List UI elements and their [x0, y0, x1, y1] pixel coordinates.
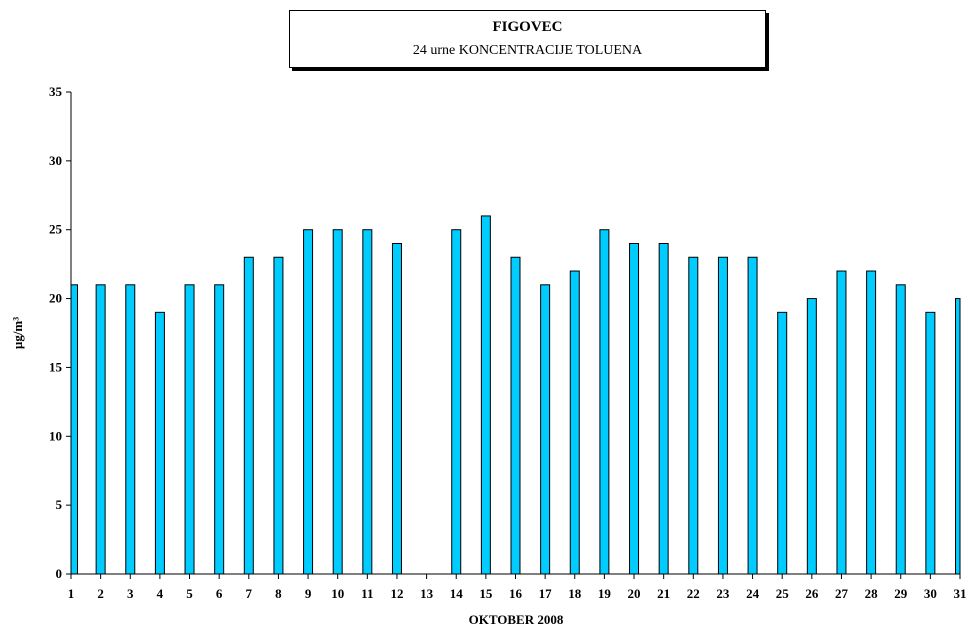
x-tick-label: 16	[509, 586, 523, 601]
x-tick-label: 3	[127, 586, 134, 601]
x-tick-label: 26	[805, 586, 819, 601]
x-tick-label: 29	[894, 586, 908, 601]
chart-subtitle: 24 urne KONCENTRACIJE TOLUENA	[412, 43, 643, 58]
y-tick-label: 20	[49, 291, 62, 306]
x-tick-label: 9	[305, 586, 312, 601]
y-tick-label: 5	[56, 497, 63, 512]
bar-25	[777, 311, 788, 575]
x-tick-label: 31	[954, 586, 967, 601]
x-tick-label: 19	[598, 586, 612, 601]
bar-12	[391, 242, 402, 575]
bar-28	[866, 270, 877, 575]
bar-18	[569, 270, 580, 575]
bar-21	[658, 242, 669, 575]
bar-14	[451, 229, 462, 575]
bar-1	[70, 284, 78, 575]
x-tick-label: 10	[331, 586, 344, 601]
y-tick-label: 30	[49, 153, 62, 168]
y-tick-label: 35	[49, 84, 63, 99]
x-tick-label: 5	[186, 586, 193, 601]
x-tick-label: 6	[216, 586, 223, 601]
bar-24	[747, 256, 758, 575]
y-axis-title: µg/m³	[10, 317, 25, 349]
bar-23	[717, 256, 728, 575]
bar-8	[273, 256, 284, 575]
x-tick-label: 2	[97, 586, 104, 601]
x-axis-title: OKTOBER 2008	[469, 612, 564, 627]
bar-10	[332, 229, 343, 575]
x-tick-label: 25	[776, 586, 790, 601]
bar-15	[480, 215, 491, 575]
chart-title-box: FIGOVEC 24 urne KONCENTRACIJE TOLUENA	[289, 10, 766, 68]
bar-6	[214, 284, 225, 575]
bar-5	[184, 284, 195, 575]
x-tick-label: 23	[716, 586, 730, 601]
x-tick-label: 11	[361, 586, 373, 601]
x-tick-label: 24	[746, 586, 760, 601]
x-tick-label: 28	[865, 586, 879, 601]
bar-2	[95, 284, 106, 575]
bar-20	[629, 242, 640, 575]
y-tick-label: 0	[56, 566, 63, 581]
bar-7	[243, 256, 254, 575]
x-tick-label: 13	[420, 586, 434, 601]
bar-4	[154, 311, 165, 575]
bar-3	[125, 284, 136, 575]
bar-31	[955, 298, 961, 575]
x-tick-label: 22	[687, 586, 700, 601]
bar-11	[362, 229, 373, 575]
bar-19	[599, 229, 610, 575]
bar-9	[303, 229, 314, 575]
x-tick-label: 27	[835, 586, 849, 601]
x-tick-label: 15	[479, 586, 493, 601]
y-tick-label: 25	[49, 222, 63, 237]
x-tick-label: 20	[628, 586, 641, 601]
x-tick-label: 1	[68, 586, 75, 601]
x-tick-label: 30	[924, 586, 937, 601]
x-tick-label: 18	[568, 586, 582, 601]
x-tick-label: 12	[390, 586, 403, 601]
bar-27	[836, 270, 847, 575]
bar-26	[806, 298, 817, 575]
bar-16	[510, 256, 521, 575]
x-tick-label: 8	[275, 586, 282, 601]
y-tick-label: 10	[49, 428, 62, 443]
y-tick-label: 15	[49, 359, 63, 374]
x-tick-label: 4	[157, 586, 164, 601]
bar-22	[688, 256, 699, 575]
chart-title: FIGOVEC	[492, 19, 563, 35]
bar-30	[925, 311, 936, 575]
x-tick-label: 21	[657, 586, 670, 601]
x-tick-label: 7	[246, 586, 253, 601]
x-tick-label: 14	[450, 586, 464, 601]
bar-29	[895, 284, 906, 575]
x-tick-label: 17	[539, 586, 553, 601]
bar-17	[540, 284, 551, 575]
